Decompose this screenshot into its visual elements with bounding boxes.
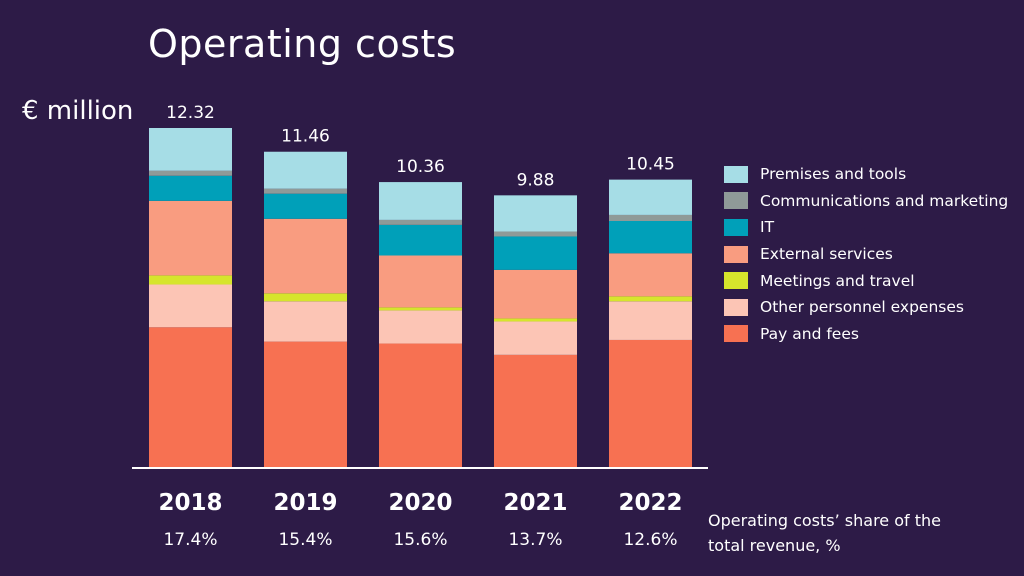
bar-segment-2022-5	[609, 214, 692, 221]
share-label-2020: 15.6%	[393, 530, 447, 550]
total-label-2018: 12.32	[166, 103, 215, 123]
legend-label: External services	[760, 245, 893, 264]
bar-segment-2018-4	[149, 175, 232, 201]
category-label-2019: 2019	[273, 490, 337, 516]
bar-segment-2020-2	[379, 307, 462, 311]
share-label-2019: 15.4%	[278, 530, 332, 550]
bar-segment-2019-5	[264, 188, 347, 194]
y-axis-unit-label: € million	[22, 96, 134, 126]
bar-segment-2021-6	[494, 195, 577, 232]
bar-segment-2018-1	[149, 284, 232, 328]
total-label-2022: 10.45	[626, 155, 675, 175]
bars-group	[149, 128, 692, 468]
bar-segment-2022-4	[609, 221, 692, 254]
legend-label: Other personnel expenses	[760, 298, 964, 317]
bar-segment-2018-5	[149, 170, 232, 176]
bar-segment-2021-3	[494, 269, 577, 319]
category-label-2022: 2022	[618, 490, 682, 516]
bar-segment-2018-6	[149, 128, 232, 171]
bar-segment-2021-2	[494, 318, 577, 322]
bar-segment-2020-1	[379, 310, 462, 344]
legend-label: Meetings and travel	[760, 271, 915, 290]
legend-label: Pay and fees	[760, 324, 859, 343]
bar-segment-2020-6	[379, 182, 462, 220]
legend-item: Premises and tools	[724, 161, 1008, 188]
category-label-2020: 2020	[388, 490, 452, 516]
bar-segment-2022-1	[609, 301, 692, 340]
legend-item: Communications and marketing	[724, 188, 1008, 215]
bar-segment-2022-3	[609, 253, 692, 297]
total-label-2019: 11.46	[281, 127, 330, 147]
bar-segment-2020-5	[379, 219, 462, 225]
legend-label: Premises and tools	[760, 165, 907, 184]
legend-item: Pay and fees	[724, 321, 1008, 348]
legend-item: Meetings and travel	[724, 267, 1008, 294]
bar-segment-2021-4	[494, 236, 577, 270]
chart-title: Operating costs	[148, 22, 457, 66]
category-label-2018: 2018	[158, 490, 222, 516]
bar-segment-2019-4	[264, 193, 347, 219]
legend-swatch	[724, 298, 748, 316]
legend-swatch	[724, 192, 748, 210]
legend-item: Other personnel expenses	[724, 294, 1008, 321]
bar-segment-2019-1	[264, 301, 347, 342]
bar-segment-2021-1	[494, 321, 577, 355]
legend-swatch	[724, 165, 748, 183]
bar-segment-2019-3	[264, 218, 347, 294]
bar-segment-2019-0	[264, 341, 347, 468]
bar-segment-2022-6	[609, 179, 692, 215]
bar-segment-2022-2	[609, 296, 692, 302]
total-label-2020: 10.36	[396, 157, 445, 177]
legend-label: IT	[760, 218, 775, 237]
share-label-2021: 13.7%	[508, 530, 562, 550]
bar-segment-2022-0	[609, 339, 692, 468]
legend-swatch	[724, 218, 748, 236]
legend-item: IT	[724, 214, 1008, 241]
bar-segment-2020-3	[379, 255, 462, 308]
bar-segment-2018-3	[149, 200, 232, 276]
labels-group: 12.32 2018 17.4% 11.46 2019 15.4% 10.36 2020 15.…	[158, 103, 682, 550]
share-of-revenue-note: Operating costs’ share of the total reve…	[708, 511, 941, 555]
bar-segment-2021-0	[494, 354, 577, 468]
bar-segment-2019-6	[264, 151, 347, 189]
legend-label: Communications and marketing	[760, 191, 1009, 210]
bar-segment-2020-4	[379, 224, 462, 256]
bar-segment-2018-2	[149, 275, 232, 285]
legend: Premises and tools Communications and mar…	[724, 161, 1008, 347]
legend-item: External services	[724, 241, 1008, 268]
category-label-2021: 2021	[503, 490, 567, 516]
bar-segment-2020-0	[379, 343, 462, 468]
total-label-2021: 9.88	[517, 170, 555, 190]
legend-swatch	[724, 325, 748, 343]
share-label-2022: 12.6%	[623, 530, 677, 550]
legend-swatch	[724, 245, 748, 263]
bar-segment-2018-0	[149, 327, 232, 468]
bar-segment-2019-2	[264, 293, 347, 302]
share-label-2018: 17.4%	[163, 530, 217, 550]
bar-segment-2021-5	[494, 231, 577, 237]
legend-swatch	[724, 272, 748, 290]
